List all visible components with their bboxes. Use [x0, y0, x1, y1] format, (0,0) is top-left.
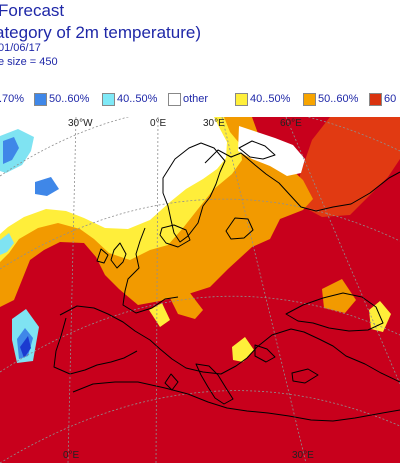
legend-swatch — [102, 92, 115, 106]
legend-item: 50..60% — [303, 91, 358, 107]
longitude-line — [221, 117, 307, 463]
legend-item: 60 — [369, 91, 396, 107]
legend-swatch — [235, 92, 248, 106]
black-sea-coast — [285, 292, 384, 332]
black-sea-orange-patch — [322, 279, 356, 313]
longitude-line — [285, 117, 400, 385]
legend-label: other — [183, 93, 209, 105]
legend-swatch — [168, 92, 181, 106]
north-africa-coast — [72, 381, 400, 422]
bottom-longitude-label-0e: 0°E — [63, 450, 80, 461]
legend-label: 60 — [384, 93, 397, 105]
legend-item: other — [168, 91, 208, 107]
iberia-coast — [53, 317, 138, 375]
north-sea-coast — [122, 227, 179, 314]
legend-label: .70% — [0, 93, 25, 105]
legend-label: 40..50% — [117, 93, 158, 105]
date-line: 01/06/17 — [0, 42, 41, 54]
kola-coast — [238, 140, 276, 160]
alpine-yellow-patch — [149, 303, 170, 327]
coastlines — [53, 140, 400, 422]
southwest-dark-blue-anomaly — [20, 336, 31, 358]
baltic-coast — [225, 217, 254, 240]
longitude-label-60e: 60°E — [280, 118, 302, 129]
longitude-line — [67, 117, 77, 463]
scandinavia-coast — [162, 142, 226, 243]
legend-item: 50..60% — [34, 91, 89, 107]
barents-white-patch — [238, 126, 305, 176]
great-britain-coast — [110, 242, 127, 269]
greece-coast — [254, 344, 276, 363]
west-blue-anomaly — [3, 137, 19, 164]
alpine-orange-patch — [170, 293, 203, 319]
italy-coast — [195, 363, 234, 405]
west-cyan-edge — [0, 233, 14, 255]
longitude-label-30e: 30°E — [203, 118, 225, 129]
map-subtitle: ategory of 2m temperature) — [0, 23, 201, 42]
latitude-line — [0, 117, 400, 177]
northern-white-field — [0, 117, 227, 234]
danish-coast — [159, 224, 191, 248]
legend-swatch — [369, 92, 382, 106]
corsica-sardinia-coast — [164, 373, 179, 391]
legend-swatch — [303, 92, 316, 106]
legend-item: 40..50% — [102, 91, 157, 107]
bottom-longitude-label-30e: 30°E — [292, 450, 314, 461]
graticule — [0, 117, 400, 463]
mediterranean-north-coast — [59, 305, 400, 383]
header: Forecast ategory of 2m temperature) 01/0… — [0, 0, 400, 92]
forecast-map: 30°W 0°E 30°E 60°E 0°E 30°E — [0, 117, 400, 463]
atlantic-blue-dot — [35, 177, 59, 196]
legend-label: 40..50% — [250, 93, 291, 105]
legend-label: 50..60% — [318, 93, 359, 105]
longitude-line — [155, 117, 159, 463]
northern-russia-coast — [204, 149, 400, 212]
ensemble-size-line: e size = 450 — [0, 56, 58, 68]
cyprus-coast — [291, 368, 319, 384]
map-title: Forecast — [0, 1, 65, 20]
legend-swatch — [34, 92, 47, 106]
longitude-label-0e: 0°E — [150, 118, 167, 129]
map-svg: 30°W 0°E 30°E 60°E 0°E 30°E — [0, 117, 400, 463]
longitude-label-30w: 30°W — [68, 118, 93, 129]
latitude-line — [0, 198, 400, 270]
longitude-labels: 30°W 0°E 30°E 60°E 0°E 30°E — [63, 118, 314, 461]
ireland-coast — [96, 248, 109, 264]
legend-item: 40..50% — [235, 91, 290, 107]
legend-label: 50..60% — [49, 93, 90, 105]
legend-item: .70% — [0, 91, 24, 107]
legend: .70% 50..60% 40..50% other 40..50% 50..6… — [0, 91, 400, 107]
